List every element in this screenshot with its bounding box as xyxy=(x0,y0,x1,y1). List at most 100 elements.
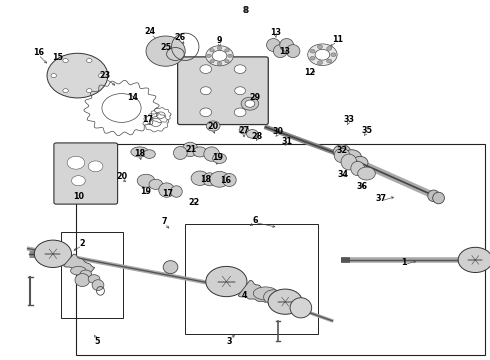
Ellipse shape xyxy=(234,108,246,117)
Text: 17: 17 xyxy=(162,189,173,198)
Ellipse shape xyxy=(264,290,283,304)
Ellipse shape xyxy=(458,247,490,273)
Ellipse shape xyxy=(88,161,103,172)
Text: 17: 17 xyxy=(143,115,153,124)
Ellipse shape xyxy=(433,192,444,204)
Ellipse shape xyxy=(286,45,300,58)
FancyBboxPatch shape xyxy=(177,57,269,125)
Ellipse shape xyxy=(217,46,222,50)
Text: 13: 13 xyxy=(279,47,290,56)
Text: 8: 8 xyxy=(242,6,248,15)
Ellipse shape xyxy=(327,46,332,50)
Text: 6: 6 xyxy=(252,216,258,225)
Text: 30: 30 xyxy=(273,127,284,136)
Ellipse shape xyxy=(87,89,92,93)
Text: 19: 19 xyxy=(141,187,151,196)
Ellipse shape xyxy=(310,57,315,60)
Text: 32: 32 xyxy=(337,146,347,155)
Ellipse shape xyxy=(137,174,155,187)
Ellipse shape xyxy=(173,147,187,159)
Ellipse shape xyxy=(268,289,302,314)
Ellipse shape xyxy=(327,59,332,63)
Text: 22: 22 xyxy=(188,198,199,207)
Text: 29: 29 xyxy=(249,94,260,103)
Text: 20: 20 xyxy=(116,172,127,181)
Ellipse shape xyxy=(310,49,315,53)
Text: 18: 18 xyxy=(134,149,145,158)
Ellipse shape xyxy=(267,39,280,51)
Text: 11: 11 xyxy=(333,35,343,44)
Ellipse shape xyxy=(63,59,68,63)
Ellipse shape xyxy=(80,270,92,279)
Ellipse shape xyxy=(75,274,90,287)
Ellipse shape xyxy=(222,174,236,186)
Ellipse shape xyxy=(67,156,85,169)
Ellipse shape xyxy=(63,89,68,93)
Text: 35: 35 xyxy=(361,126,372,135)
Ellipse shape xyxy=(246,130,258,138)
Ellipse shape xyxy=(51,73,56,78)
Text: 23: 23 xyxy=(100,71,111,80)
Ellipse shape xyxy=(182,142,198,157)
Ellipse shape xyxy=(245,100,255,107)
Ellipse shape xyxy=(149,179,163,189)
Ellipse shape xyxy=(228,54,232,58)
Ellipse shape xyxy=(308,44,337,66)
Ellipse shape xyxy=(144,150,155,158)
Text: 26: 26 xyxy=(175,33,186,42)
FancyBboxPatch shape xyxy=(54,143,118,204)
Text: 10: 10 xyxy=(73,192,84,201)
Ellipse shape xyxy=(428,190,440,202)
Ellipse shape xyxy=(163,261,178,274)
Ellipse shape xyxy=(225,60,229,63)
Ellipse shape xyxy=(331,53,336,57)
Text: 4: 4 xyxy=(241,292,247,300)
Ellipse shape xyxy=(212,50,227,61)
Ellipse shape xyxy=(210,171,229,187)
Ellipse shape xyxy=(234,65,246,73)
Ellipse shape xyxy=(206,266,247,297)
Ellipse shape xyxy=(200,108,212,117)
Text: 2: 2 xyxy=(79,239,85,248)
Polygon shape xyxy=(64,254,95,274)
Ellipse shape xyxy=(98,73,104,78)
Text: 16: 16 xyxy=(33,48,44,57)
Text: 15: 15 xyxy=(52,53,63,62)
Text: 28: 28 xyxy=(251,132,262,141)
Ellipse shape xyxy=(280,39,294,51)
Text: 1: 1 xyxy=(401,258,407,266)
Text: 7: 7 xyxy=(161,217,167,226)
Ellipse shape xyxy=(351,161,365,176)
Ellipse shape xyxy=(92,280,104,291)
Ellipse shape xyxy=(318,61,322,64)
Text: 19: 19 xyxy=(213,153,223,162)
Ellipse shape xyxy=(253,287,278,300)
Ellipse shape xyxy=(341,154,357,170)
Ellipse shape xyxy=(206,46,233,66)
Ellipse shape xyxy=(131,147,148,157)
Ellipse shape xyxy=(204,147,220,161)
Text: 24: 24 xyxy=(144,27,155,36)
Ellipse shape xyxy=(290,298,312,318)
Ellipse shape xyxy=(72,176,85,186)
Ellipse shape xyxy=(146,36,185,66)
Ellipse shape xyxy=(171,186,182,197)
Ellipse shape xyxy=(217,62,222,65)
Ellipse shape xyxy=(210,49,214,52)
Ellipse shape xyxy=(358,167,375,180)
Ellipse shape xyxy=(239,127,249,134)
Ellipse shape xyxy=(88,275,100,283)
Ellipse shape xyxy=(200,87,211,95)
Text: 14: 14 xyxy=(127,94,138,103)
Ellipse shape xyxy=(273,45,287,58)
Text: 37: 37 xyxy=(376,194,387,203)
Ellipse shape xyxy=(206,121,220,131)
Text: 13: 13 xyxy=(270,28,281,37)
Text: 12: 12 xyxy=(305,68,316,77)
Ellipse shape xyxy=(159,183,174,197)
Ellipse shape xyxy=(210,60,214,63)
Ellipse shape xyxy=(87,59,92,63)
Ellipse shape xyxy=(334,148,350,163)
Text: 36: 36 xyxy=(356,182,367,191)
Text: 16: 16 xyxy=(220,176,231,185)
